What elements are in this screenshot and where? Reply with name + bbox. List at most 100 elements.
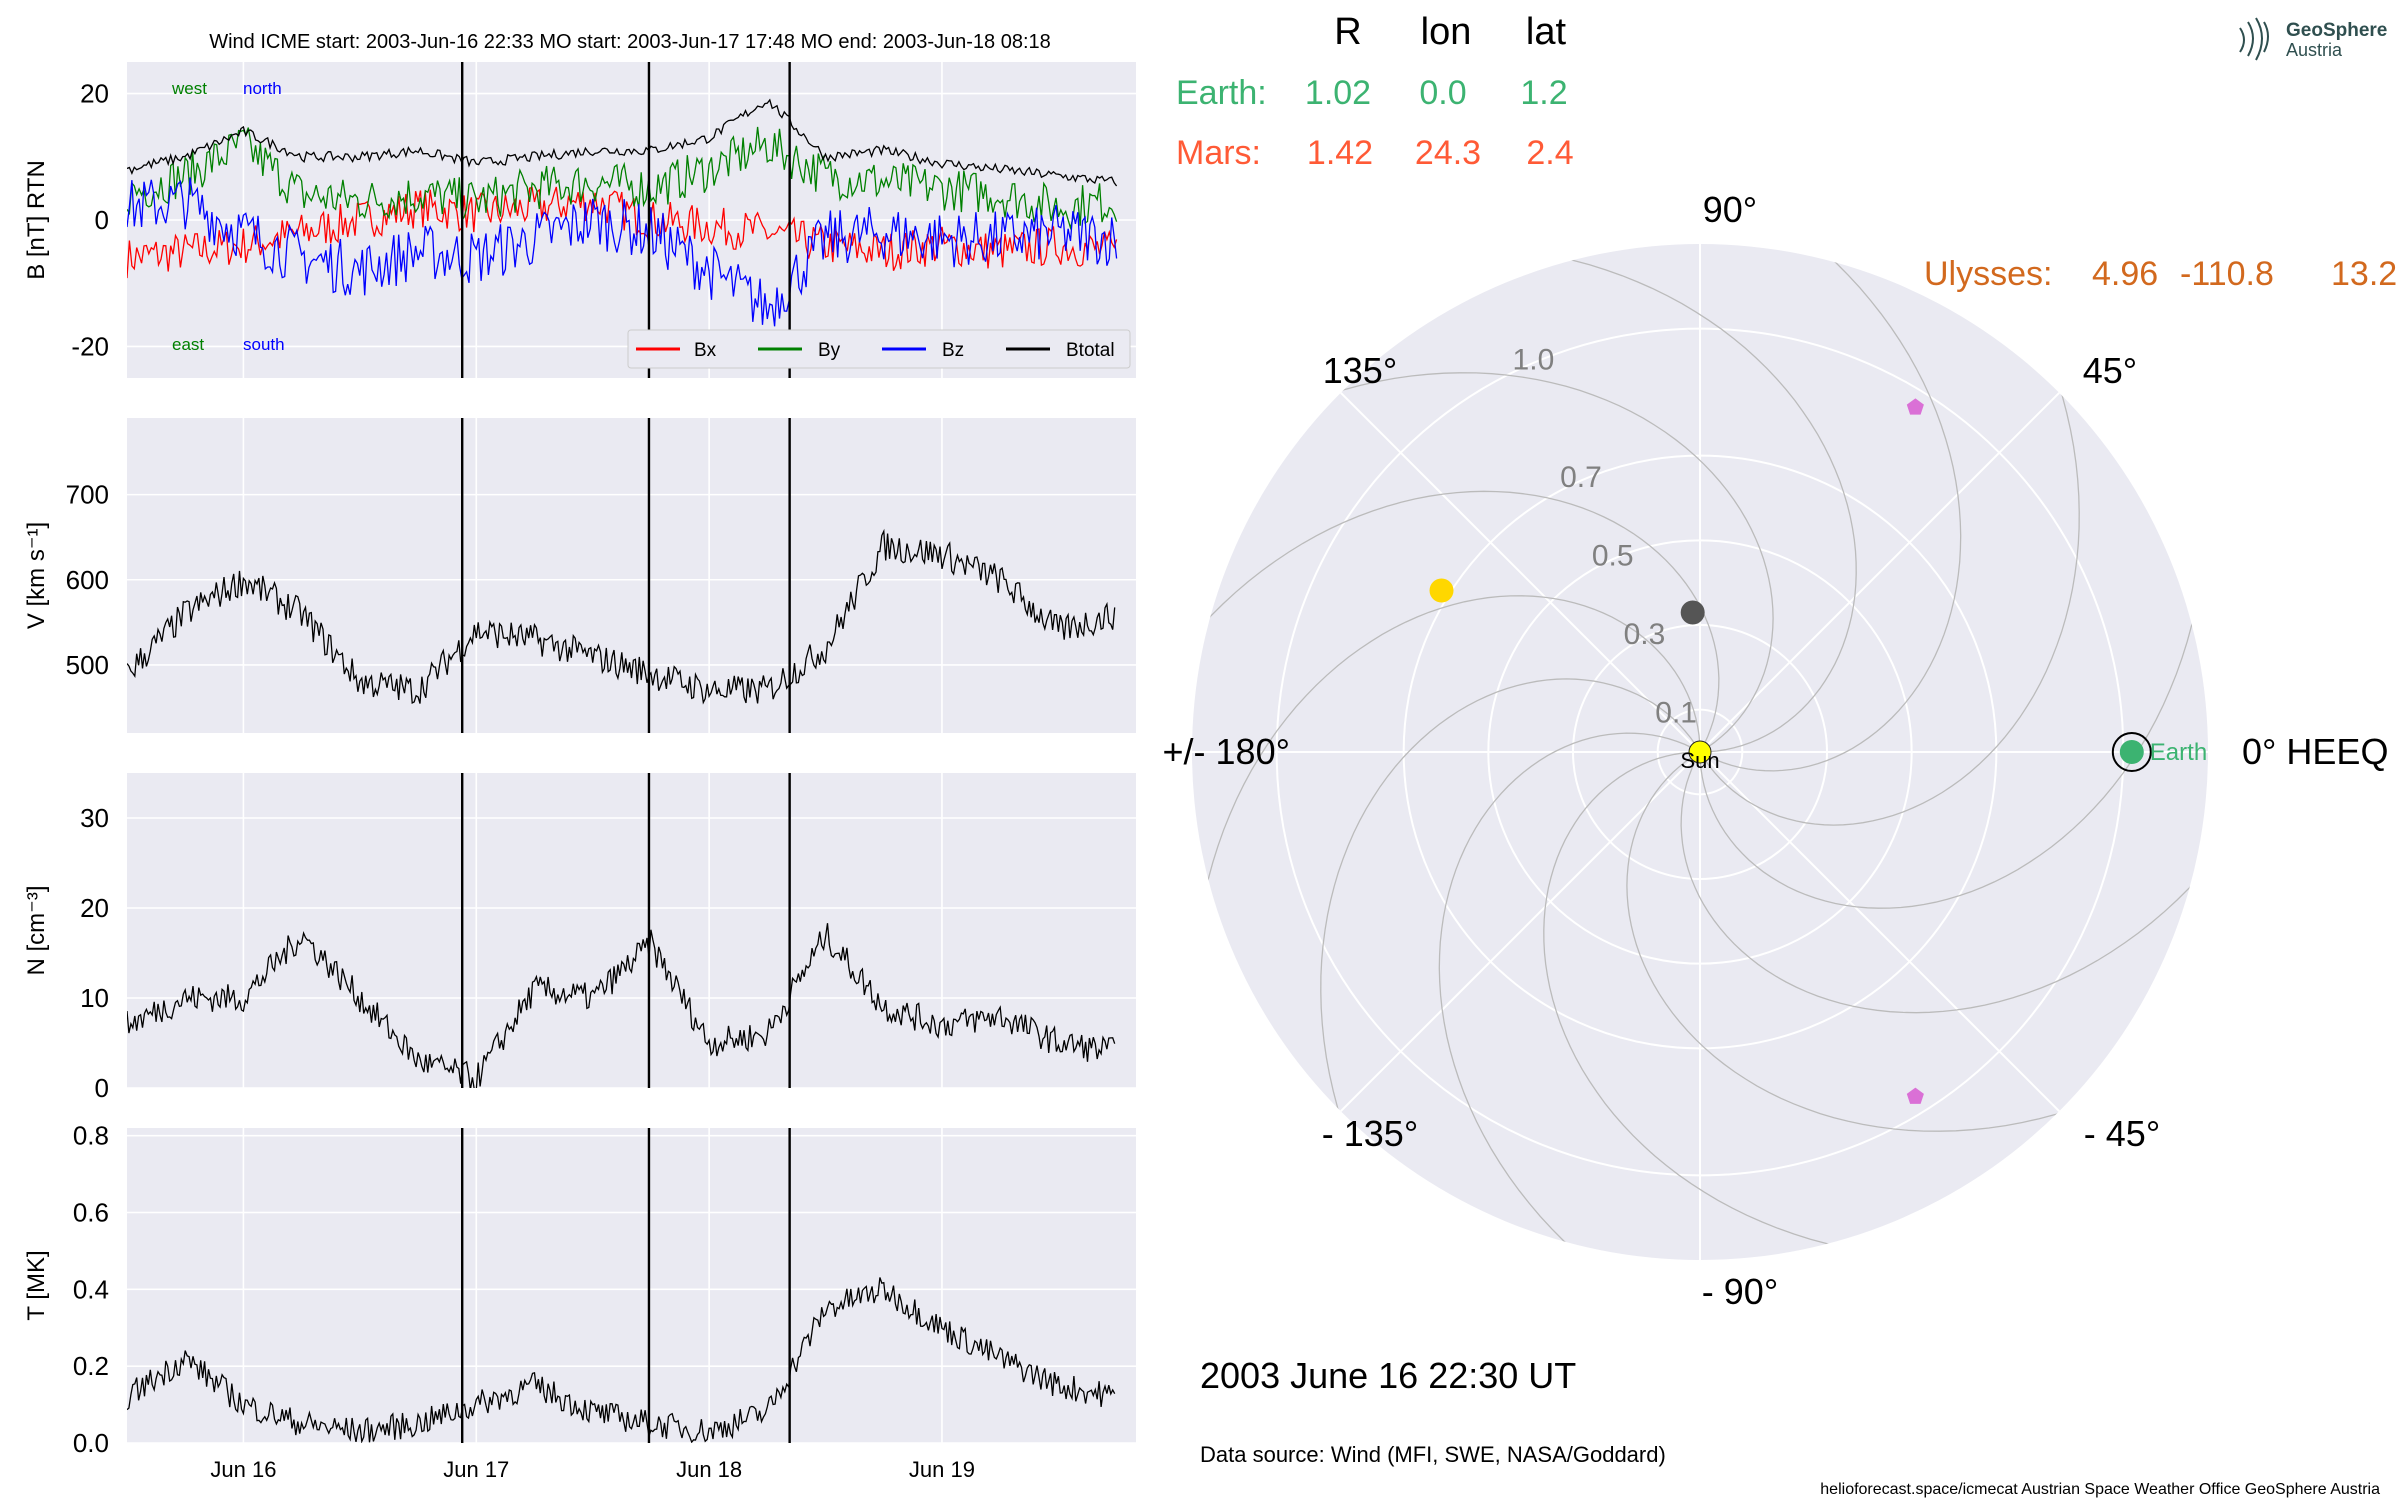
ring-label: 1.0 <box>1513 343 1555 376</box>
series-bz-line <box>127 177 1118 327</box>
table-header-lon: lon <box>1421 11 1472 53</box>
y-tick-label: 500 <box>66 650 109 680</box>
mars-row-R: 1.42 <box>1307 134 1373 172</box>
data-source: Data source: Wind (MFI, SWE, NASA/Goddar… <box>1200 1442 1666 1467</box>
polar-spoke <box>1340 751 1701 1112</box>
legend-bx: Bx <box>694 340 717 361</box>
table-header-lat: lat <box>1526 11 1567 53</box>
legend-by: By <box>818 340 841 361</box>
legend-box <box>627 329 1131 369</box>
angle-label-135: 135° <box>1323 350 1397 391</box>
logo-swirl-icon <box>2239 17 2269 61</box>
angle-label-m135: - 135° <box>1322 1113 1418 1154</box>
x-tick-label: Jun 18 <box>676 1457 742 1482</box>
temperature-panel: 0.0 0.2 0.4 0.6 0.8 Jun 16 Jun 17 Jun 18 Jun 19 T… <box>23 1121 1136 1482</box>
spacecraft-marker <box>1906 398 1924 415</box>
angle-label-180: +/- 180° <box>1163 731 1290 772</box>
parker-spiral-line <box>1320 678 1701 1177</box>
parker-spiral-line <box>1275 372 1774 753</box>
y-tick-label: 30 <box>80 803 109 833</box>
annotation-east: east <box>172 335 204 354</box>
x-tick-label: Jun 16 <box>210 1457 276 1482</box>
y-tick-label: 20 <box>80 79 109 109</box>
series-t-line <box>127 1277 1116 1443</box>
earth-marker-ring <box>2111 732 2152 772</box>
mars-row-lat: 2.4 <box>1526 134 1573 172</box>
polar-spoke <box>1340 392 1701 753</box>
angle-label-90: 90° <box>1703 189 1757 230</box>
angle-label-m45: - 45° <box>2084 1113 2160 1154</box>
parker-spiral-line <box>1699 553 2205 909</box>
earth-label: Earth <box>2150 739 2207 766</box>
heliosphere-polar-plot: 0.1 0.3 0.5 0.7 1.0 Earth Sun <box>1192 244 2208 1260</box>
parker-spiral-line <box>1501 247 1857 753</box>
ring-label: 0.7 <box>1560 461 1602 494</box>
sun-marker <box>1688 740 1712 764</box>
position-table: R lon lat Earth: 1.02 0.0 1.2 Mars: 1.42… <box>1176 11 2397 293</box>
mars-row-lon: 24.3 <box>1415 134 1481 172</box>
parker-spiral-line <box>1195 595 1701 951</box>
x-tick-label: Jun 19 <box>909 1457 975 1482</box>
logo-line1: GeoSphere <box>2286 20 2387 41</box>
y-tick-label: 600 <box>66 565 109 595</box>
y-tick-label: 0.8 <box>73 1121 109 1151</box>
parker-spiral-line <box>1192 490 1720 753</box>
table-header-R: R <box>1334 11 1361 53</box>
y-tick-label: 0 <box>95 1073 109 1103</box>
legend-bz: Bz <box>942 340 964 361</box>
earth-row-lon: 0.0 <box>1419 74 1466 112</box>
earth-row-lat: 1.2 <box>1520 74 1567 112</box>
series-n-line <box>127 923 1116 1088</box>
sun-label: Sun <box>1680 748 1719 773</box>
earth-row-R: 1.02 <box>1305 74 1371 112</box>
y-tick-label: -20 <box>71 331 109 361</box>
y-axis-label: V [km s⁻¹] <box>23 522 50 629</box>
ulysses-row-lat: 13.2 <box>2331 255 2397 293</box>
parker-spiral-line <box>1438 732 1701 1260</box>
y-tick-label: 0.6 <box>73 1198 109 1228</box>
logo-line2: Austria <box>2286 40 2343 60</box>
timeseries-title: Wind ICME start: 2003-Jun-16 22:33 MO st… <box>209 31 1051 53</box>
annotation-south: south <box>243 335 285 354</box>
legend-btotal: Btotal <box>1066 340 1115 361</box>
footer-credits: helioforecast.space/icmecat Austrian Spa… <box>1820 1481 2380 1498</box>
parker-spiral-line <box>1699 327 2080 826</box>
ulysses-row-name: Ulysses: <box>1924 255 2052 293</box>
polar-spoke <box>1699 751 2060 1112</box>
ring-label: 0.3 <box>1624 618 1666 651</box>
series-btotal-line <box>127 98 1118 187</box>
plot-date: 2003 June 16 22:30 UT <box>1200 1355 1576 1396</box>
ulysses-row-lon: -110.8 <box>2180 255 2274 293</box>
y-tick-label: 0 <box>95 205 109 235</box>
b-legend: Bx By Bz Btotal <box>627 329 1131 369</box>
ring-label: 0.5 <box>1592 540 1634 573</box>
mars-row-name: Mars: <box>1176 134 1261 172</box>
ulysses-row-R: 4.96 <box>2092 255 2158 293</box>
parker-spiral-line <box>1699 244 1962 772</box>
panel-background <box>127 1128 1136 1443</box>
y-tick-label: 0.2 <box>73 1351 109 1381</box>
polar-angle-labels: 90° 45° 135° 0° HEEQ +/- 180° - 135° - 4… <box>1163 189 2389 1312</box>
polar-spoke <box>1699 392 2060 753</box>
spacecraft-marker <box>1906 1087 1924 1104</box>
angle-label-0: 0° HEEQ <box>2242 731 2388 772</box>
series-by-line <box>127 126 1118 231</box>
parker-spiral-line <box>1626 751 2125 1132</box>
planet-marker <box>1680 600 1705 625</box>
y-tick-label: 10 <box>80 983 109 1013</box>
geosphere-logo: GeoSphere Austria <box>2239 17 2387 61</box>
density-panel: 0 10 20 30 N [cm⁻³] <box>23 773 1136 1103</box>
y-tick-label: 20 <box>80 893 109 923</box>
x-tick-label: Jun 17 <box>443 1457 509 1482</box>
earth-row-name: Earth: <box>1176 74 1267 112</box>
panel-background <box>127 418 1136 733</box>
parker-spiral-line <box>1543 751 1899 1257</box>
speed-panel: 500 600 700 V [km s⁻¹] <box>23 418 1136 733</box>
panel-background <box>127 773 1136 1088</box>
y-tick-label: 0.4 <box>73 1274 109 1304</box>
annotation-west: west <box>171 79 207 98</box>
y-axis-label: B [nT] RTN <box>23 160 50 280</box>
ring-label: 0.1 <box>1655 697 1697 730</box>
